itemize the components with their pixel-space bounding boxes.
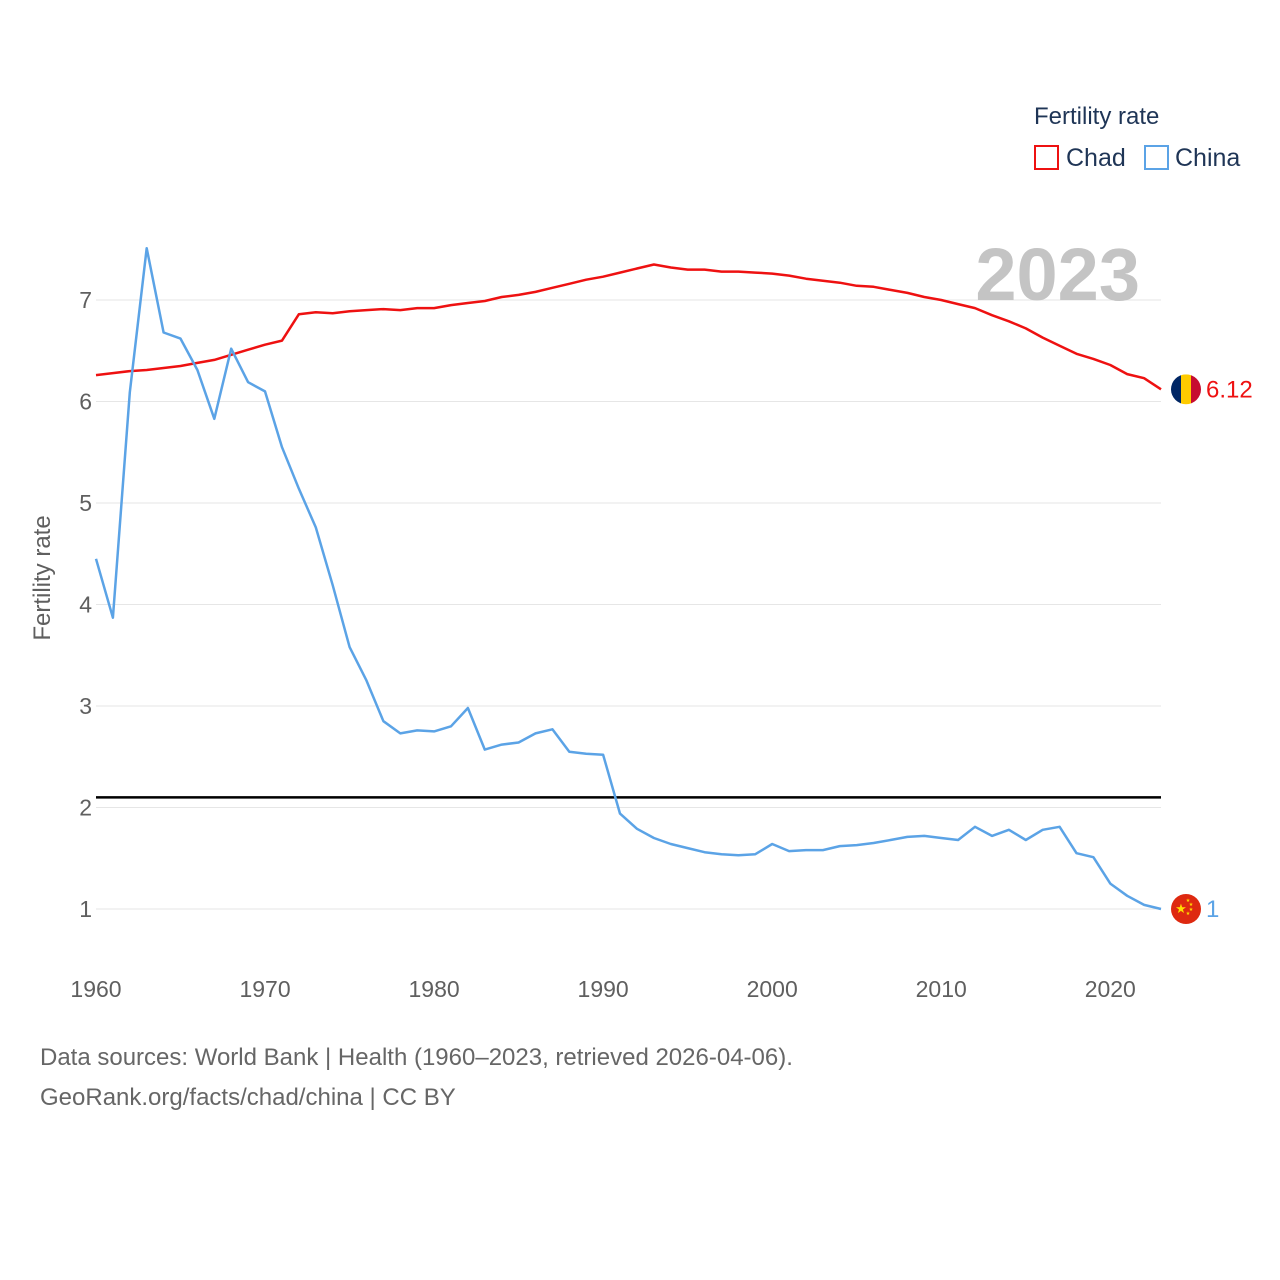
series-line-chad: [95, 263, 1162, 391]
legend-label-chad[interactable]: Chad: [1066, 144, 1126, 172]
svg-text:★: ★: [1189, 902, 1194, 908]
y-tick-label-1: 1: [79, 896, 92, 922]
x-tick-label-2020: 2020: [1085, 976, 1136, 1002]
legend-label-china[interactable]: China: [1175, 144, 1240, 172]
data-sources-note: Data sources: World Bank | Health (1960–…: [40, 1044, 793, 1071]
legend: Fertility rate Chad China: [1034, 103, 1240, 172]
x-tick-label-1980: 1980: [409, 976, 460, 1002]
y-tick-label-2: 2: [79, 795, 92, 821]
legend-title: Fertility rate: [1034, 103, 1159, 130]
source-link[interactable]: GeoRank.org/facts/chad/china | CC BY: [40, 1084, 456, 1111]
series-line-china: [94, 246, 1162, 911]
x-tick-label-2010: 2010: [916, 976, 967, 1002]
year-label: 2023: [975, 233, 1140, 316]
x-tick-label-1990: 1990: [578, 976, 629, 1002]
x-tick-label-2000: 2000: [747, 976, 798, 1002]
y-tick-label-4: 4: [79, 592, 92, 618]
chad-end-value: 6.12: [1206, 376, 1253, 403]
legend-swatch-chad[interactable]: [1034, 145, 1059, 170]
china-end-value: 1: [1206, 896, 1219, 923]
y-tick-label-7: 7: [79, 287, 92, 313]
grid-lines: [96, 299, 1161, 910]
y-tick-label-3: 3: [79, 693, 92, 719]
china-flag-icon: ★ ★ ★ ★ ★: [1171, 894, 1201, 924]
chad-flag-icon: [1171, 374, 1201, 405]
svg-text:★: ★: [1189, 907, 1194, 913]
x-tick-label-1960: 1960: [70, 976, 121, 1002]
y-axis-title: Fertility rate: [29, 515, 56, 640]
y-tick-label-5: 5: [79, 490, 92, 516]
series-lines: [94, 246, 1162, 911]
x-axis-ticks: 1960 1970 1980 1990 2000 2010 2020: [70, 976, 1135, 1002]
svg-text:★: ★: [1175, 901, 1187, 916]
x-tick-label-1970: 1970: [239, 976, 290, 1002]
y-axis-ticks: 1 2 3 4 5 6 7: [79, 287, 92, 922]
svg-text:★: ★: [1186, 911, 1191, 917]
y-tick-label-6: 6: [79, 389, 92, 415]
legend-swatch-china[interactable]: [1144, 145, 1169, 170]
svg-text:★: ★: [1186, 898, 1191, 904]
